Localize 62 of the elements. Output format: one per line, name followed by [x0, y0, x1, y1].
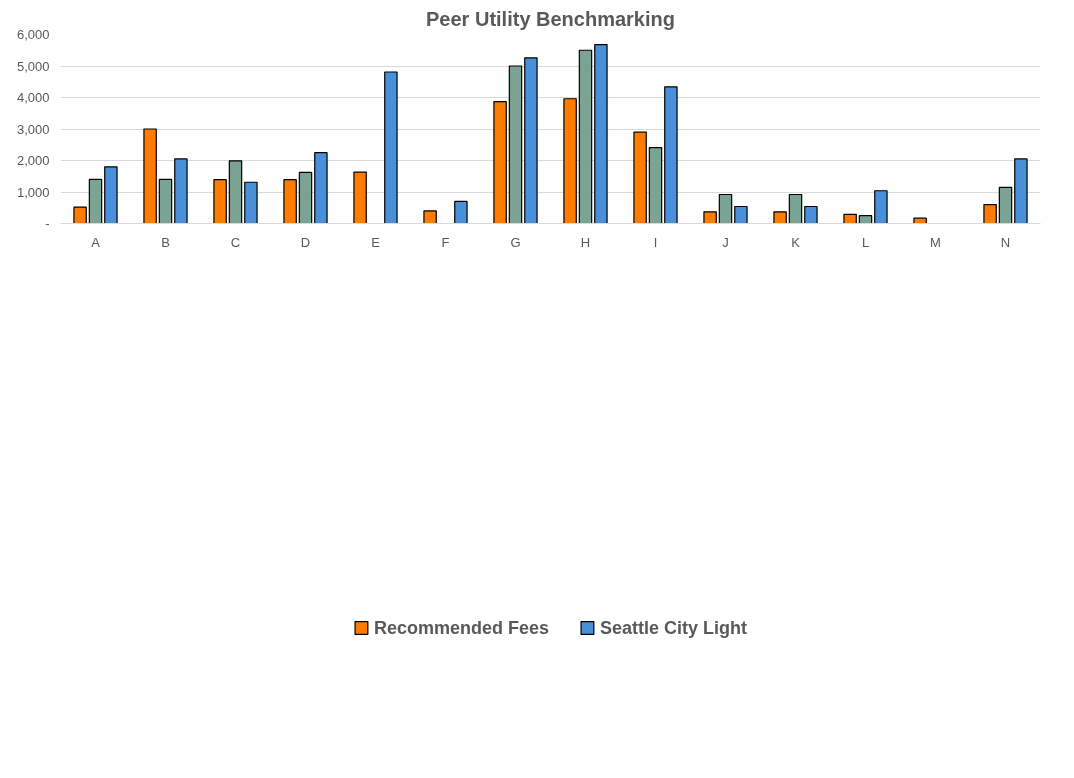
x-tick-label: E — [371, 234, 381, 250]
y-tick-label: 4,000 — [16, 90, 50, 105]
bar — [158, 178, 173, 224]
legend-label: Recommended Fees — [373, 617, 550, 639]
bar — [633, 131, 647, 224]
x-tick-label: L — [861, 234, 870, 250]
bar — [524, 57, 538, 224]
bar — [493, 101, 507, 224]
y-tick-label: 1,000 — [16, 184, 50, 200]
bar — [703, 211, 717, 224]
y-tick-label: 5,000 — [16, 58, 50, 74]
bar — [104, 166, 118, 224]
bar — [454, 200, 468, 224]
bar — [73, 206, 87, 224]
bar — [143, 128, 157, 224]
bar — [858, 215, 873, 224]
bar — [913, 217, 927, 224]
bar — [508, 65, 523, 224]
y-tick-label: - — [45, 216, 50, 231]
y-tick-label: 3,000 — [16, 121, 50, 137]
x-tick-label: G — [510, 234, 521, 250]
bar — [353, 171, 367, 224]
bar — [213, 179, 227, 224]
bar — [594, 43, 608, 224]
bar — [423, 210, 437, 224]
bar — [983, 204, 997, 224]
x-tick-label: B — [161, 234, 170, 250]
bar — [998, 186, 1013, 224]
bar — [283, 179, 297, 224]
x-tick-label: F — [441, 234, 450, 250]
x-tick-label: N — [1000, 234, 1011, 250]
y-tick-label: 6,000 — [16, 27, 50, 42]
bar — [174, 158, 188, 224]
bar — [384, 71, 398, 224]
x-tick-label: H — [580, 234, 591, 250]
bar — [88, 178, 103, 224]
bar — [773, 211, 787, 224]
bar — [1014, 158, 1028, 224]
x-tick-label: K — [791, 234, 801, 250]
bar — [244, 181, 258, 224]
bar — [664, 86, 678, 224]
bar — [718, 193, 733, 224]
x-tick-label: I — [653, 234, 658, 250]
bar — [648, 146, 663, 224]
chart-title: Peer Utility Benchmarking — [426, 7, 675, 30]
bar — [298, 171, 313, 224]
x-tick-label: A — [91, 234, 101, 250]
bar — [563, 98, 577, 224]
x-tick-label: C — [230, 234, 241, 250]
bar — [734, 205, 748, 224]
y-tick-label: 2,000 — [16, 153, 50, 168]
bar — [314, 152, 328, 224]
bar — [804, 205, 818, 224]
bar — [874, 190, 888, 224]
bar — [578, 49, 593, 224]
bar — [843, 213, 857, 224]
x-tick-label: D — [300, 234, 311, 250]
x-tick-label: J — [722, 234, 729, 250]
legend-label: Seattle City Light — [600, 617, 748, 639]
bar — [228, 160, 243, 224]
bar — [788, 193, 803, 224]
x-tick-label: M — [930, 234, 941, 250]
